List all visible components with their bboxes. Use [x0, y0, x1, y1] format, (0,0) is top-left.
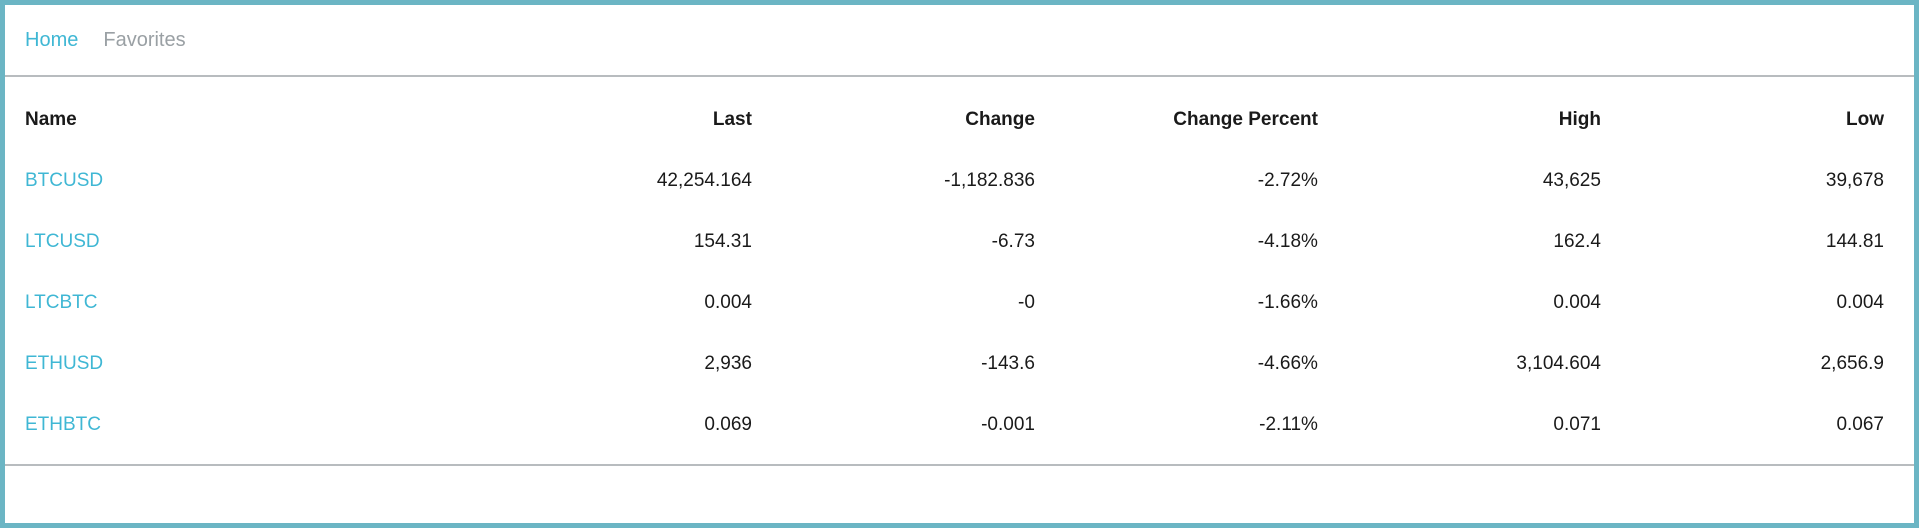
cell-change: -6.73 — [991, 230, 1035, 252]
header-change-percent: Change Percent — [1173, 108, 1318, 130]
table-row: ETHBTC 0.069 -0.001 -2.11% 0.071 0.067 — [5, 394, 1904, 455]
table-row: LTCUSD 154.31 -6.73 -4.18% 162.4 144.81 — [5, 211, 1904, 272]
cell-change: -0 — [1018, 291, 1035, 313]
cell-change-percent: -2.72% — [1257, 169, 1318, 191]
cell-change-percent: -4.18% — [1257, 230, 1318, 252]
header-high: High — [1558, 108, 1601, 130]
cell-low: 0.004 — [1836, 291, 1884, 313]
cell-last: 154.31 — [693, 230, 752, 252]
cell-high: 3,104.604 — [1516, 352, 1601, 374]
symbol-link[interactable]: BTCUSD — [25, 169, 104, 191]
header-name: Name — [25, 108, 77, 130]
header-change: Change — [965, 108, 1035, 130]
cell-last: 0.004 — [704, 291, 752, 313]
cell-last: 2,936 — [704, 352, 752, 374]
symbol-link[interactable]: LTCUSD — [25, 230, 100, 252]
header-low: Low — [1846, 108, 1884, 130]
top-nav: Home Favorites — [5, 5, 1914, 77]
symbol-link[interactable]: ETHBTC — [25, 413, 101, 435]
header-last: Last — [712, 108, 752, 130]
cell-change: -143.6 — [981, 352, 1035, 374]
cell-high: 43,625 — [1542, 169, 1601, 191]
symbol-link[interactable]: LTCBTC — [25, 291, 98, 313]
cell-change: -1,182.836 — [944, 169, 1035, 191]
cell-change: -0.001 — [981, 413, 1035, 435]
cell-low: 0.067 — [1836, 413, 1884, 435]
cell-change-percent: -4.66% — [1257, 352, 1318, 374]
table-row: BTCUSD 42,254.164 -1,182.836 -2.72% 43,6… — [5, 150, 1904, 211]
cell-change-percent: -2.11% — [1259, 413, 1318, 435]
cell-change-percent: -1.66% — [1257, 291, 1318, 313]
cell-low: 144.81 — [1825, 230, 1884, 252]
cell-low: 39,678 — [1825, 169, 1884, 191]
cell-high: 162.4 — [1553, 230, 1601, 252]
cell-last: 42,254.164 — [656, 169, 752, 191]
nav-home-link[interactable]: Home — [25, 28, 79, 51]
table-bottom-divider — [5, 464, 1914, 466]
cell-last: 0.069 — [704, 413, 752, 435]
symbol-link[interactable]: ETHUSD — [25, 352, 104, 374]
cell-high: 0.071 — [1553, 413, 1601, 435]
table-row: LTCBTC 0.004 -0 -1.66% 0.004 0.004 — [5, 272, 1904, 333]
cell-low: 2,656.9 — [1820, 352, 1884, 374]
markets-table: Name Last Change Change Percent High Low… — [5, 89, 1904, 455]
table-header-row: Name Last Change Change Percent High Low — [5, 89, 1904, 150]
nav-favorites-link[interactable]: Favorites — [103, 28, 186, 51]
table-row: ETHUSD 2,936 -143.6 -4.66% 3,104.604 2,6… — [5, 333, 1904, 394]
cell-high: 0.004 — [1553, 291, 1601, 313]
